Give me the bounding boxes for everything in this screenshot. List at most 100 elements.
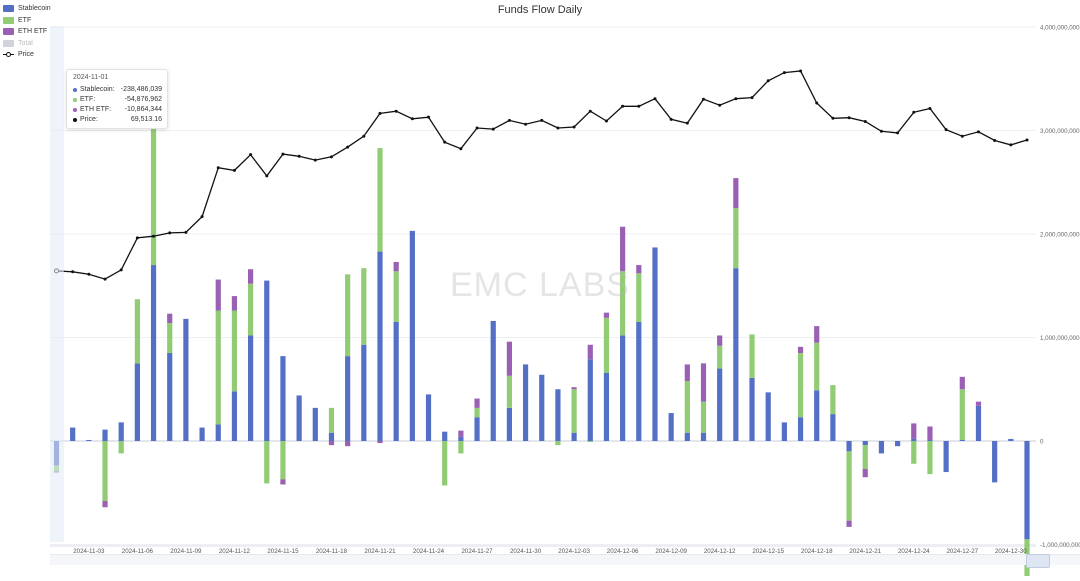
x-axis-tick-label: 2024-11-21 <box>364 548 396 555</box>
x-axis-tick-label: 2024-12-09 <box>655 548 687 555</box>
bar-etf <box>797 353 804 418</box>
hover-highlight-band <box>50 26 64 542</box>
legend-item-total[interactable]: Total <box>3 38 51 50</box>
bar-etf <box>393 271 399 322</box>
bar-stablecoin <box>442 431 448 441</box>
price-point <box>944 128 948 132</box>
bar-stablecoin <box>668 413 674 441</box>
datazoom-handle[interactable] <box>1026 554 1050 568</box>
price-point <box>976 130 980 134</box>
x-axis-tick-label: 2024-12-21 <box>849 548 881 555</box>
legend-item-price[interactable]: Price <box>3 49 51 61</box>
x-axis-tick-label: 2024-12-24 <box>898 548 930 555</box>
price-point <box>152 234 156 238</box>
tooltip-row-price: Price: 69,513.16 <box>73 115 162 124</box>
bar-eth-etf <box>700 363 707 402</box>
tooltip-dot-stablecoin <box>73 87 77 92</box>
bar-stablecoin <box>959 439 965 441</box>
price-point <box>766 79 770 83</box>
price-point <box>378 111 382 115</box>
bar-stablecoin <box>312 407 318 441</box>
bar-stablecoin <box>264 280 270 441</box>
bar-stablecoin <box>86 439 92 441</box>
datazoom-scrollbar[interactable] <box>50 554 1080 565</box>
bar-etf <box>345 274 351 357</box>
tooltip-row-stablecoin: Stablecoin: -238,486,039 <box>73 85 162 94</box>
bar-stablecoin <box>975 405 982 441</box>
bar-etf <box>636 273 642 322</box>
price-point <box>410 117 414 121</box>
y-axis-tick-label: 1,000,000,000 <box>1040 335 1080 342</box>
bar-etf <box>458 441 464 454</box>
bar-etf <box>442 441 448 486</box>
price-point <box>427 115 431 119</box>
x-axis-tick-label: 2024-11-03 <box>73 548 105 555</box>
legend-label-eth-etf: ETH ETF <box>18 28 48 36</box>
price-point <box>928 106 932 110</box>
y-axis-tick-label: 3,000,000,000 <box>1040 128 1080 135</box>
price-point <box>734 97 738 101</box>
bar-eth-etf <box>797 346 804 354</box>
bar-eth-etf <box>102 501 108 508</box>
bar-eth-etf <box>458 430 464 437</box>
price-point <box>685 121 689 125</box>
x-axis-tick-label: 2024-12-18 <box>801 548 833 555</box>
tooltip-dot-price <box>73 117 77 122</box>
bar-etf <box>118 441 124 454</box>
x-axis-tick-label: 2024-11-18 <box>316 548 348 555</box>
price-point <box>443 140 447 144</box>
bar-stablecoin <box>118 422 124 441</box>
price-point <box>346 145 350 149</box>
bar-eth-etf <box>911 423 917 439</box>
bar-etf <box>248 283 254 336</box>
bar-eth-etf <box>684 364 690 381</box>
legend-item-etf[interactable]: ETF <box>3 15 51 27</box>
price-point <box>879 129 883 133</box>
bar-stablecoin <box>458 436 464 441</box>
bar-stablecoin <box>717 368 723 441</box>
x-axis-tick-label: 2024-11-27 <box>461 548 493 555</box>
bar-etf <box>862 445 868 469</box>
bar-stablecoin <box>733 268 739 441</box>
price-point <box>200 215 204 219</box>
bar-stablecoin <box>830 414 836 441</box>
bar-eth-etf <box>474 398 480 408</box>
bar-eth-etf <box>215 279 221 311</box>
bar-etf <box>814 342 820 391</box>
bar-stablecoin <box>150 265 157 441</box>
bar-stablecoin <box>199 427 205 441</box>
bar-eth-etf <box>571 387 577 390</box>
price-point <box>184 230 188 234</box>
price-point <box>71 270 75 274</box>
legend-item-stablecoin[interactable]: Stablecoin <box>3 3 51 15</box>
bar-stablecoin <box>248 335 254 441</box>
chart-title: Funds Flow Daily <box>497 4 583 16</box>
bar-etf <box>134 299 140 364</box>
legend-swatch-total <box>3 39 14 47</box>
price-point <box>718 103 722 107</box>
price-point <box>750 96 754 100</box>
y-axis-tick-label: 4,000,000,000 <box>1040 25 1080 32</box>
bar-stablecoin <box>393 321 399 441</box>
price-point <box>394 109 398 113</box>
bar-stablecoin <box>620 335 626 441</box>
bar-etf <box>733 208 739 269</box>
price-point <box>912 110 916 114</box>
tooltip-date: 2024-11-01 <box>73 74 109 81</box>
bar-eth-etf <box>846 520 852 527</box>
bar-stablecoin <box>1024 441 1030 540</box>
price-point <box>362 134 366 138</box>
bar-etf <box>328 407 335 433</box>
bar-etf <box>280 441 286 480</box>
bar-stablecoin <box>571 432 577 441</box>
tooltip-label-price: Price: <box>80 116 98 123</box>
price-point <box>297 154 301 158</box>
x-axis-tick-label: 2024-12-30 <box>995 548 1027 555</box>
x-axis-tick-label: 2024-12-12 <box>704 548 736 555</box>
legend-item-eth-etf[interactable]: ETH ETF <box>3 26 51 38</box>
price-point <box>540 118 544 122</box>
bar-eth-etf <box>862 468 868 478</box>
bar-eth-etf <box>814 326 820 343</box>
price-point <box>702 97 705 101</box>
